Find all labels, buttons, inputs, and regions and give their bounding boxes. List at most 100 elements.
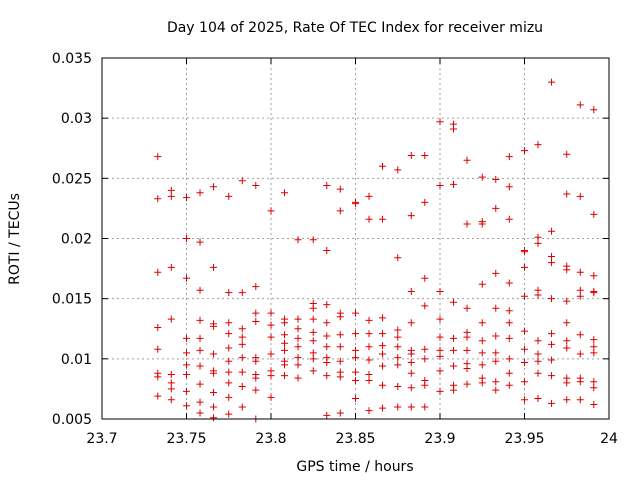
- y-tick-label: 0.015: [52, 292, 92, 308]
- data-point: [196, 238, 204, 246]
- data-point: [365, 192, 373, 200]
- data-point: [167, 379, 175, 387]
- data-point: [238, 289, 246, 297]
- data-point: [252, 386, 260, 394]
- data-point: [492, 269, 500, 277]
- data-point: [267, 321, 275, 329]
- data-point: [167, 396, 175, 404]
- data-point: [196, 316, 204, 324]
- data-point: [154, 324, 162, 332]
- data-point: [492, 349, 500, 357]
- data-point: [463, 364, 471, 372]
- data-point: [505, 319, 513, 327]
- data-point: [154, 268, 162, 276]
- data-point: [336, 357, 344, 365]
- data-point: [379, 342, 387, 350]
- data-point: [548, 253, 556, 261]
- data-point: [238, 368, 246, 376]
- data-point: [238, 403, 246, 411]
- data-point: [294, 374, 302, 382]
- data-point: [590, 384, 598, 392]
- data-point: [196, 398, 204, 406]
- data-point: [421, 381, 429, 389]
- data-point: [478, 280, 486, 288]
- data-point: [225, 192, 233, 200]
- data-point: [309, 304, 317, 312]
- data-point: [154, 345, 162, 353]
- data-point: [548, 399, 556, 407]
- data-point: [365, 370, 373, 378]
- data-point: [365, 376, 373, 384]
- data-point: [450, 334, 458, 342]
- data-point: [352, 354, 359, 362]
- data-point: [336, 331, 344, 339]
- data-point: [505, 381, 513, 389]
- data-point: [521, 292, 528, 300]
- data-point: [281, 331, 289, 339]
- data-point: [463, 304, 471, 312]
- data-point: [478, 349, 486, 357]
- data-point: [294, 354, 302, 362]
- data-point: [252, 374, 260, 382]
- data-point: [521, 248, 528, 256]
- data-point: [196, 286, 204, 294]
- data-point: [436, 333, 444, 341]
- data-point: [436, 182, 444, 190]
- data-point: [421, 355, 429, 363]
- data-point: [323, 358, 331, 366]
- data-point: [534, 369, 542, 377]
- data-point: [492, 176, 500, 184]
- data-point: [492, 357, 500, 365]
- data-point: [521, 358, 528, 366]
- data-point: [394, 326, 402, 334]
- data-point: [576, 101, 584, 109]
- data-point: [294, 315, 302, 323]
- data-points: [154, 78, 598, 423]
- data-point: [463, 346, 471, 354]
- data-point: [379, 404, 387, 412]
- data-point: [309, 337, 317, 345]
- data-point: [548, 227, 556, 235]
- data-point: [563, 344, 571, 352]
- data-point: [379, 330, 387, 338]
- data-point: [576, 286, 584, 294]
- data-point: [521, 345, 528, 353]
- x-tick-label: 24: [600, 431, 618, 447]
- data-point: [478, 173, 486, 181]
- data-point: [590, 106, 598, 114]
- x-tick-label: 23.85: [335, 431, 375, 447]
- data-point: [225, 379, 233, 387]
- data-point: [563, 266, 571, 274]
- data-point: [225, 344, 233, 352]
- data-point: [407, 358, 415, 366]
- data-point: [421, 198, 429, 206]
- data-point: [365, 356, 373, 364]
- data-point: [309, 355, 317, 363]
- data-point: [450, 346, 458, 354]
- data-point: [563, 150, 571, 158]
- data-point: [281, 189, 289, 197]
- data-point: [183, 274, 190, 282]
- data-point: [365, 316, 373, 324]
- data-point: [450, 180, 458, 188]
- data-point: [463, 333, 471, 341]
- data-point: [238, 383, 246, 391]
- data-point: [183, 349, 190, 357]
- data-point: [154, 153, 162, 161]
- data-point: [407, 212, 415, 220]
- data-point: [267, 333, 275, 341]
- data-point: [210, 369, 218, 377]
- data-point: [183, 361, 190, 369]
- data-point: [576, 192, 584, 200]
- data-point: [309, 315, 317, 323]
- data-point: [394, 343, 402, 351]
- data-point: [534, 357, 542, 365]
- data-point: [548, 259, 556, 267]
- data-point: [590, 289, 598, 297]
- data-point: [379, 350, 387, 358]
- data-point: [450, 125, 458, 133]
- data-point: [309, 349, 317, 357]
- data-point: [534, 141, 542, 149]
- data-point: [505, 183, 513, 191]
